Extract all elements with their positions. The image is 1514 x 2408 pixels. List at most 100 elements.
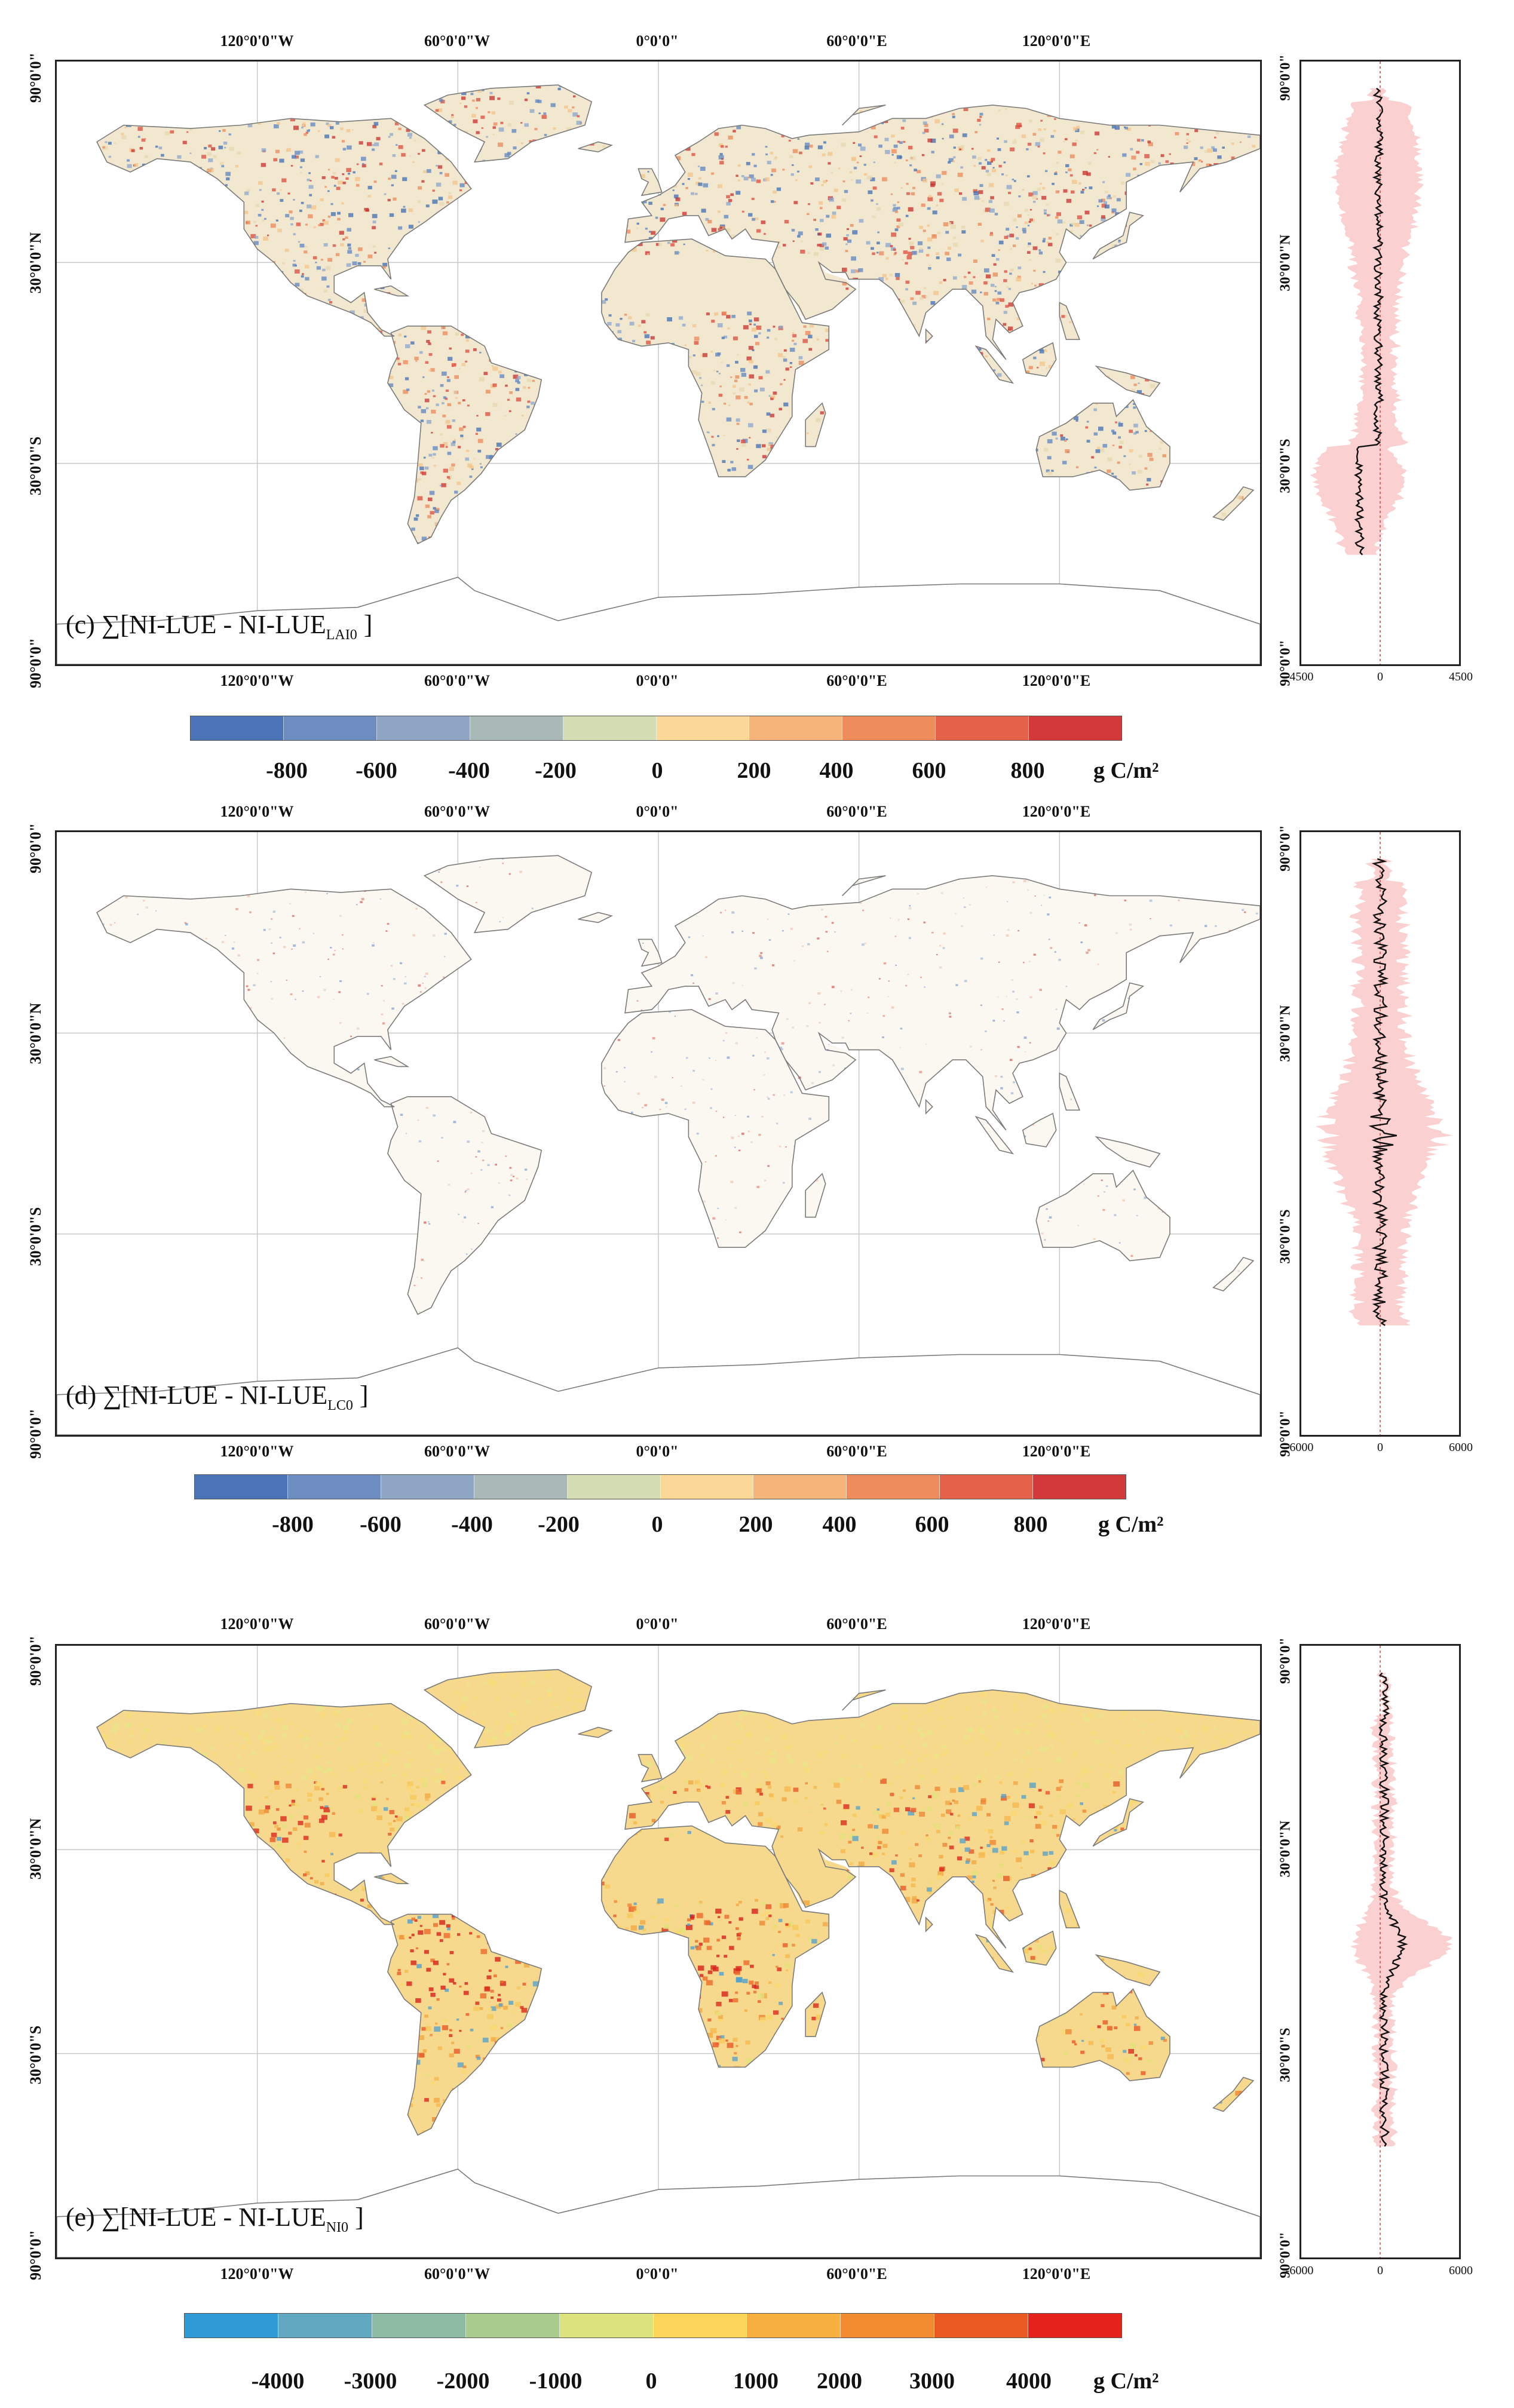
map-pixel: [1015, 544, 1019, 547]
map-pixel: [498, 142, 503, 147]
map-pixel: [174, 370, 179, 375]
map-pixel: [528, 332, 532, 336]
map-pixel: [479, 463, 482, 465]
map-pixel: [781, 134, 784, 137]
map-pixel: [738, 179, 740, 182]
map-pixel: [225, 171, 231, 176]
map-pixel: [216, 219, 219, 221]
map-pixel: [209, 168, 214, 173]
map-pixel: [214, 109, 219, 113]
map-pixel: [945, 251, 949, 256]
map-pixel: [1104, 204, 1110, 208]
map-pixel: [449, 282, 453, 286]
map-pixel: [237, 346, 239, 348]
map-pixel: [630, 471, 633, 474]
map-pixel: [95, 452, 98, 454]
map-pixel: [937, 231, 941, 235]
map-pixel: [1184, 423, 1187, 425]
map-pixel: [137, 538, 142, 542]
map-pixel: [236, 319, 240, 322]
map-pixel: [351, 484, 356, 489]
map-pixel: [451, 363, 456, 367]
map-pixel: [1125, 96, 1127, 97]
map-pixel: [1213, 527, 1216, 530]
map-pixel: [155, 396, 160, 400]
map-pixel: [609, 360, 614, 364]
map-pixel: [467, 281, 471, 285]
map-pixel: [589, 406, 593, 410]
map-pixel: [846, 88, 851, 92]
map-pixel: [399, 93, 402, 96]
map-pixel: [515, 247, 520, 251]
map-pixel: [897, 140, 900, 143]
map-pixel: [92, 281, 97, 286]
map-pixel: [861, 470, 864, 473]
map-pixel: [1046, 387, 1050, 390]
map-pixel: [1005, 108, 1008, 111]
map-pixel: [388, 478, 390, 480]
map-pixel: [180, 433, 184, 436]
map-pixel: [163, 386, 166, 388]
map-pixel: [793, 507, 796, 510]
map-pixel: [725, 145, 728, 148]
map-pixel: [139, 147, 143, 150]
map-pixel: [1010, 404, 1013, 407]
map-pixel: [1133, 167, 1136, 171]
map-pixel: [847, 239, 852, 243]
map-pixel: [924, 392, 928, 395]
map-pixel: [954, 490, 958, 494]
map-pixel: [532, 285, 536, 289]
map-pixel: [665, 547, 670, 551]
map-pixel: [845, 112, 848, 114]
map-pixel: [945, 490, 951, 495]
map-pixel: [288, 351, 292, 354]
map-pixel: [161, 526, 166, 529]
map-pixel: [944, 548, 946, 550]
map-pixel: [767, 336, 770, 339]
map-pixel: [1225, 296, 1230, 299]
map-pixel: [792, 118, 796, 121]
map-pixel: [848, 401, 853, 404]
map-pixel: [204, 286, 208, 290]
map-pixel: [814, 251, 819, 256]
map-pixel: [940, 481, 946, 486]
map-pixel: [277, 336, 280, 338]
map-pixel: [718, 143, 724, 147]
map-pixel: [804, 146, 810, 150]
map-pixel: [770, 398, 774, 400]
map-pixel: [710, 351, 713, 353]
map-pixel: [943, 458, 949, 462]
map-pixel: [590, 165, 594, 168]
map-pixel: [552, 271, 555, 274]
map-pixel: [496, 480, 501, 484]
map-pixel: [747, 538, 749, 541]
map-pixel: [535, 488, 538, 490]
map-pixel: [983, 496, 985, 499]
map-pixel: [421, 295, 425, 298]
map-pixel: [941, 305, 945, 308]
map-pixel: [182, 220, 186, 223]
map-pixel: [342, 182, 346, 185]
map-pixel: [526, 92, 530, 94]
map-pixel: [407, 256, 410, 259]
map-pixel: [1221, 268, 1226, 272]
map-pixel: [371, 465, 377, 470]
map-pixel: [1225, 530, 1228, 533]
map-pixel: [652, 455, 657, 459]
map-pixel: [320, 198, 324, 201]
map-pixel: [508, 290, 512, 293]
map-pixel: [218, 243, 224, 248]
map-pixel: [485, 204, 489, 207]
map-pixel: [1000, 91, 1006, 96]
map-pixel: [844, 189, 848, 194]
map-pixel: [755, 217, 759, 220]
map-pixel: [651, 231, 656, 235]
map-pixel: [1042, 317, 1047, 321]
map-pixel: [216, 327, 220, 330]
map-pixel: [432, 121, 436, 124]
map-pixel: [252, 108, 255, 111]
map-pixel: [385, 458, 390, 462]
map-pixel: [890, 409, 894, 412]
map-pixel: [112, 407, 117, 411]
map-pixel: [1163, 302, 1169, 306]
